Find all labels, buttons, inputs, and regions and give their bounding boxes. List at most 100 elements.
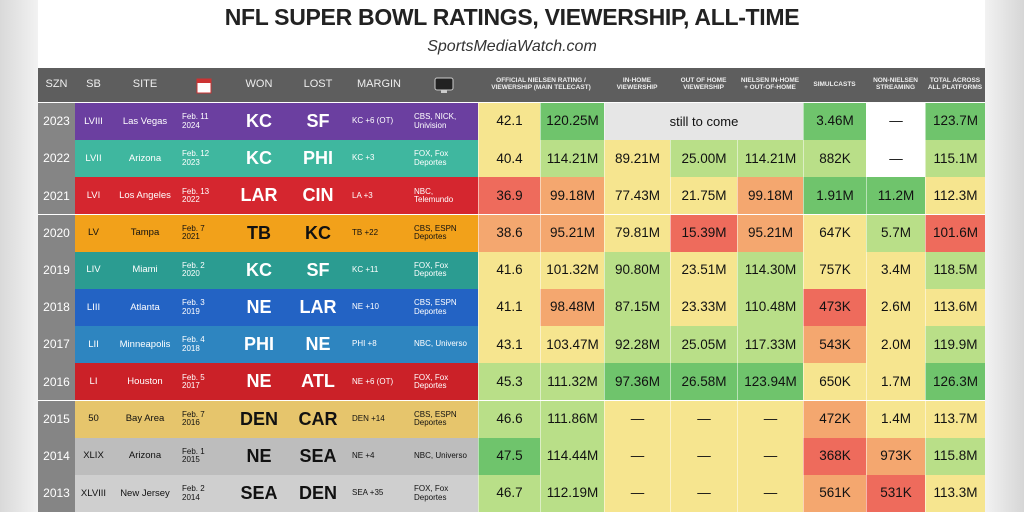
column-header: NIELSEN IN-HOME + OUT-OF-HOME xyxy=(737,68,803,102)
metric-cell: — xyxy=(604,437,670,475)
season: 2016 xyxy=(38,363,75,401)
metric-cell: 115.1M xyxy=(925,140,985,178)
metric-cell: 15.39M xyxy=(670,214,737,252)
metric-cell: 5.7M xyxy=(866,214,925,252)
metric-cell: 87.15M xyxy=(604,289,670,326)
tv-icon xyxy=(434,77,454,93)
metric-cell: 2.0M xyxy=(866,326,925,364)
winner: PHI xyxy=(230,326,288,364)
metric-cell: 757K xyxy=(803,251,866,289)
title: NFL SUPER BOWL RATINGS, VIEWERSHIP, ALL-… xyxy=(224,4,800,30)
loser: CAR xyxy=(288,400,348,438)
site: Arizona xyxy=(112,437,178,475)
column-header: LOST xyxy=(288,68,348,102)
network: FOX, Fox Deportes xyxy=(410,140,478,178)
metric-cell: 25.00M xyxy=(670,140,737,178)
metric-cell: 79.81M xyxy=(604,214,670,252)
metric-cell: — xyxy=(737,437,803,475)
subtitle: SportsMediaWatch.com xyxy=(427,38,597,55)
metric-cell: 99.18M xyxy=(737,177,803,215)
margin: LA +3 xyxy=(348,177,410,215)
metric-cell: 120.25M xyxy=(540,103,604,140)
column-header: SITE xyxy=(112,68,178,102)
metric-cell: 21.75M xyxy=(670,177,737,215)
metric-cell: 45.3 xyxy=(478,363,540,401)
metric-cell: 101.32M xyxy=(540,251,604,289)
metric-cell: 112.3M xyxy=(925,177,985,215)
metric-cell: 111.32M xyxy=(540,363,604,401)
metric-cell: 46.7 xyxy=(478,475,540,512)
metric-cell: 77.43M xyxy=(604,177,670,215)
metric-cell: 113.7M xyxy=(925,400,985,438)
column-header: WON xyxy=(230,68,288,102)
margin: NE +10 xyxy=(348,289,410,326)
loser: KC xyxy=(288,214,348,252)
metric-cell: 561K xyxy=(803,475,866,512)
column-header: MARGIN xyxy=(348,68,410,102)
season: 2020 xyxy=(38,214,75,252)
metric-cell: 113.6M xyxy=(925,289,985,326)
metric-cell: — xyxy=(737,400,803,438)
metric-cell: 36.9 xyxy=(478,177,540,215)
season: 2021 xyxy=(38,177,75,215)
column-header: OFFICIAL NIELSEN RATING / VIEWERSHIP (MA… xyxy=(478,68,604,102)
loser: PHI xyxy=(288,140,348,178)
metric-cell: — xyxy=(604,475,670,512)
season: 2022 xyxy=(38,140,75,178)
site: Arizona xyxy=(112,140,178,178)
metric-cell: 23.33M xyxy=(670,289,737,326)
loser: SF xyxy=(288,251,348,289)
network: NBC, Telemundo xyxy=(410,177,478,215)
metric-cell: 92.28M xyxy=(604,326,670,364)
metric-cell: 114.44M xyxy=(540,437,604,475)
metric-cell: 41.1 xyxy=(478,289,540,326)
metric-cell: 99.18M xyxy=(540,177,604,215)
metric-cell: 41.6 xyxy=(478,251,540,289)
season: 2019 xyxy=(38,251,75,289)
metric-cell: 114.21M xyxy=(540,140,604,178)
metric-cell: 95.21M xyxy=(540,214,604,252)
metric-cell: 117.33M xyxy=(737,326,803,364)
super-bowl: XLVIII xyxy=(75,475,112,512)
super-bowl: LI xyxy=(75,363,112,401)
winner: SEA xyxy=(230,475,288,512)
site: Minneapolis xyxy=(112,326,178,364)
winner: NE xyxy=(230,363,288,401)
season: 2018 xyxy=(38,289,75,326)
super-bowl: 50 xyxy=(75,400,112,438)
metric-cell: 113.3M xyxy=(925,475,985,512)
margin: TB +22 xyxy=(348,214,410,252)
site: Las Vegas xyxy=(112,103,178,140)
metric-cell: — xyxy=(604,400,670,438)
column-header: SZN xyxy=(38,68,75,102)
super-bowl: LVI xyxy=(75,177,112,215)
date: Feb. 2 2014 xyxy=(178,475,230,512)
metric-cell: — xyxy=(737,475,803,512)
winner: KC xyxy=(230,251,288,289)
metric-cell: 11.2M xyxy=(866,177,925,215)
super-bowl: LIV xyxy=(75,251,112,289)
metric-cell: 472K xyxy=(803,400,866,438)
metric-cell: 111.86M xyxy=(540,400,604,438)
super-bowl: LVIII xyxy=(75,103,112,140)
winner: NE xyxy=(230,289,288,326)
loser: LAR xyxy=(288,289,348,326)
margin: KC +6 (OT) xyxy=(348,103,410,140)
column-header: IN-HOME VIEWERSHIP xyxy=(604,68,670,102)
margin: DEN +14 xyxy=(348,400,410,438)
network: FOX, Fox Deportes xyxy=(410,363,478,401)
winner: LAR xyxy=(230,177,288,215)
loser: NE xyxy=(288,326,348,364)
metric-cell: 123.94M xyxy=(737,363,803,401)
metric-cell: 47.5 xyxy=(478,437,540,475)
date: Feb. 4 2018 xyxy=(178,326,230,364)
date: Feb. 5 2017 xyxy=(178,363,230,401)
metric-cell: 368K xyxy=(803,437,866,475)
loser: CIN xyxy=(288,177,348,215)
metric-cell: 650K xyxy=(803,363,866,401)
site: Houston xyxy=(112,363,178,401)
date: Feb. 3 2019 xyxy=(178,289,230,326)
metric-cell: 3.46M xyxy=(803,103,866,140)
super-bowl: LVII xyxy=(75,140,112,178)
metric-cell: 2.6M xyxy=(866,289,925,326)
